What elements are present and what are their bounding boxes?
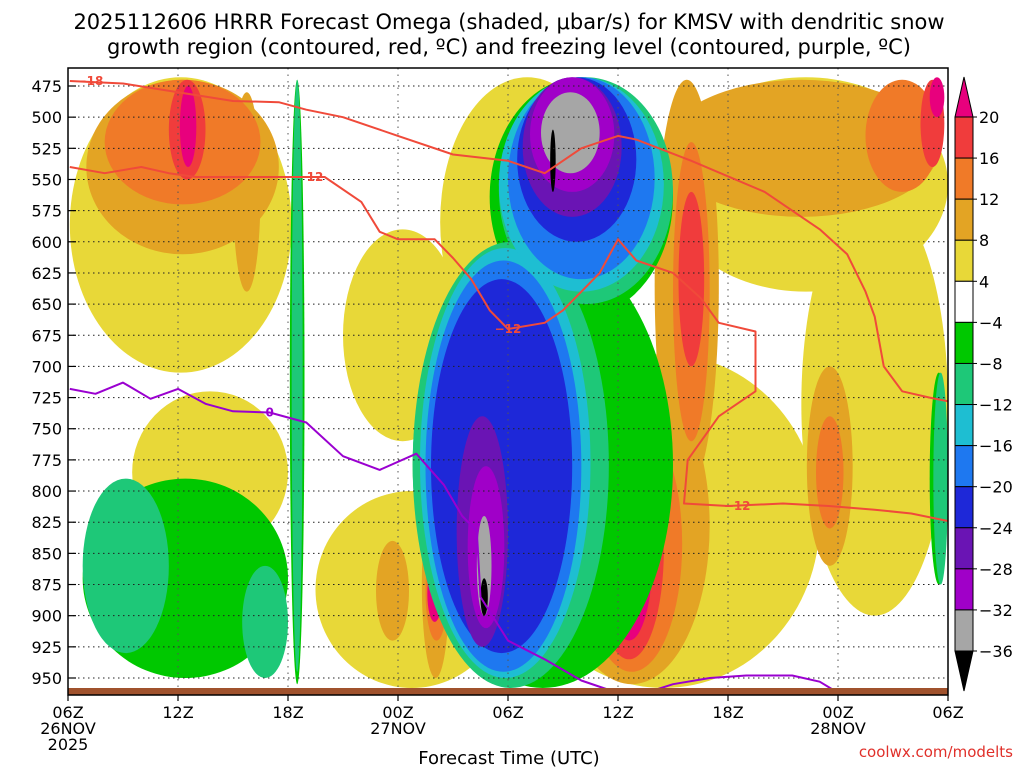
colorbar-label-1: 16 (979, 149, 999, 168)
y-tick-label-850: 850 (31, 544, 62, 563)
contour-label-dgz-minus-12-lower-1: −12 (297, 170, 324, 184)
x-tick-label-12-0: 18Z (272, 703, 303, 722)
y-tick-label-825: 825 (31, 513, 62, 532)
colorbar-bin-8 (954, 445, 974, 488)
contour-freezing-level-0-late (645, 674, 835, 694)
y-tick-label-550: 550 (31, 170, 62, 189)
contour-label-dgz-minus-18-upper-0: −18 (77, 74, 104, 88)
colorbar-label-5: −4 (979, 313, 1003, 332)
colorbar-label-0: 20 (979, 108, 999, 127)
colorbar-bin-3 (954, 239, 974, 282)
contour-freezing-level-0 (69, 381, 619, 694)
y-tick-label-675: 675 (31, 326, 62, 345)
y-tick-label-875: 875 (31, 576, 62, 595)
x-tick-label-18-1: 27NOV (370, 719, 426, 738)
x-tick-label-42-0: 00Z (822, 703, 853, 722)
y-tick-label-775: 775 (31, 451, 62, 470)
x-tick-label-0-1: 26NOV (40, 719, 96, 738)
colorbar-bin-6 (954, 362, 974, 406)
colorbar-bin-11 (954, 568, 974, 611)
omega-shade-pos8-5 (376, 540, 409, 641)
y-tick-label-900: 900 (31, 607, 62, 626)
colorbar-bin-0 (954, 116, 974, 159)
contour-label-dgz-minus-12-lower-2: −12 (495, 322, 522, 336)
x-tick-label-30-0: 12Z (602, 703, 633, 722)
contour-label-freezing-level-0-4: 0 (265, 406, 273, 420)
omega-shade-neg8-0 (82, 478, 169, 654)
y-tick-label-525: 525 (31, 139, 62, 158)
y-tick-label-575: 575 (31, 202, 62, 221)
omega-shade-neg8-5 (933, 372, 948, 585)
x-tick-label-48-0: 06Z (932, 703, 963, 722)
omega-shade-neg8-2 (291, 79, 303, 672)
omega-shade-pos12-3 (865, 79, 939, 192)
contour-layer: −18 −12 −12 −12 0 (69, 74, 948, 694)
colorbar-bin-2 (954, 198, 974, 241)
colorbar-label-9: −20 (979, 478, 1013, 497)
y-tick-label-950: 950 (31, 669, 62, 688)
colorbar-bin-1 (954, 157, 974, 200)
chart-title-line-1: 2025112606 HRRR Forecast Omega (shaded, … (73, 10, 944, 34)
colorbar-bin-12 (954, 609, 974, 652)
y-tick-label-725: 725 (31, 389, 62, 408)
x-tick-label-42-1: 28NOV (810, 719, 866, 738)
colorbar-bin-9 (954, 486, 974, 529)
omega-shade-pos20-2 (929, 77, 945, 118)
omega-shade-pos12-4 (816, 416, 844, 529)
x-tick-label-18-0: 00Z (382, 703, 413, 722)
chart-title-line-2: growth region (contoured, red, ºC) and f… (107, 35, 911, 59)
y-tick-label-475: 475 (31, 77, 62, 96)
colorbar-bottom-arrow (954, 650, 974, 692)
x-tick-label-0-2: 2025 (48, 735, 89, 754)
y-tick-label-600: 600 (31, 233, 62, 252)
plot-area: −18 −12 −12 −12 0 (68, 68, 948, 695)
omega-shade-neg36-1 (550, 129, 556, 192)
x-tick-label-36-0: 18Z (712, 703, 743, 722)
colorbar-label-12: −32 (979, 601, 1013, 620)
x-tick-label-6-0: 12Z (162, 703, 193, 722)
colorbar-label-2: 12 (979, 190, 999, 209)
colorbar-label-13: −36 (979, 642, 1013, 661)
omega-colorbar: 20 16 12 8 4 −4 −8 −12 −16 −20 −24 −28 −32 −36 (954, 76, 1013, 692)
ground-surface (68, 688, 948, 695)
y-tick-label-650: 650 (31, 295, 62, 314)
contour-dgz-minus-18-upper (69, 80, 948, 403)
y-tick-label-750: 750 (31, 420, 62, 439)
colorbar-bin-7 (954, 404, 974, 447)
colorbar-label-10: −24 (979, 519, 1013, 538)
colorbar-bin-5 (954, 321, 974, 364)
colorbar-label-11: −28 (979, 560, 1013, 579)
colorbar-label-7: −12 (979, 396, 1013, 415)
colorbar-label-8: −16 (979, 437, 1013, 456)
colorbar-label-3: 8 (979, 231, 989, 250)
contour-label-dgz-minus-12-lower-3: −12 (724, 499, 751, 513)
y-tick-label-500: 500 (31, 108, 62, 127)
omega-shade-pos16-3 (678, 191, 705, 367)
omega-shade-neg8-1 (242, 565, 288, 678)
y-axis: 475 500 525 550 575 600 625 650 675 700 725 750 775 8… (31, 77, 76, 688)
grid-layer (68, 68, 948, 695)
y-tick-label-625: 625 (31, 264, 62, 283)
contour-dgz-minus-12-lower (69, 166, 948, 522)
y-tick-label-925: 925 (31, 638, 62, 657)
omega-shade-neg32-1 (541, 92, 600, 174)
x-tick-label-24-0: 06Z (492, 703, 523, 722)
colorbar-label-6: −8 (979, 354, 1003, 373)
y-tick-label-700: 700 (31, 357, 62, 376)
colorbar-bin-4 (954, 280, 974, 323)
x-tick-label-0-0: 06Z (52, 703, 83, 722)
x-axis-title: Forecast Time (UTC) (418, 748, 599, 768)
y-tick-label-800: 800 (31, 482, 62, 501)
colorbar-bin-10 (954, 527, 974, 570)
colorbar-label-4: 4 (979, 272, 989, 291)
credit-link[interactable]: coolwx.com/modelts (859, 743, 1013, 761)
omega-shade-pos20-1 (179, 86, 197, 168)
